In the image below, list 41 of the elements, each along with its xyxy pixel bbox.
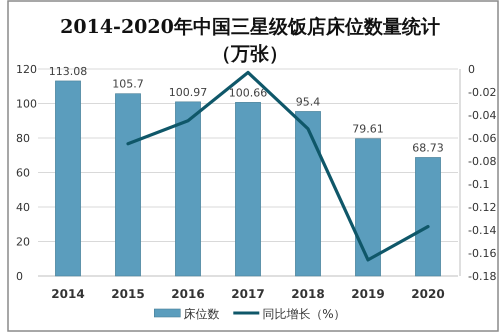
x-tick-label: 2014 [51, 287, 85, 301]
bar [115, 93, 141, 276]
x-tick-label: 2019 [351, 287, 385, 301]
x-tick-label: 2020 [411, 287, 445, 301]
x-tick-label: 2017 [231, 287, 265, 301]
y-tick-label: 40 [16, 201, 30, 214]
y-tick-label: 100 [16, 98, 37, 110]
y-tick-label: 120 [16, 63, 37, 76]
y2-tick-label: -0.16 [468, 247, 496, 260]
y2-tick-label: -0.14 [468, 224, 496, 237]
y2-tick-label: -0.18 [468, 270, 496, 283]
x-tick-label: 2015 [111, 287, 145, 301]
data-label: 113.08 [48, 64, 88, 78]
x-tick-label: 2016 [171, 287, 205, 301]
legend-label: 同比增长（%） [262, 307, 346, 321]
y2-tick-label: -0.04 [468, 109, 496, 122]
y2-tick-label: -0.08 [468, 155, 496, 168]
data-label: 79.61 [352, 122, 384, 136]
data-label: 100.97 [168, 86, 208, 99]
y2-tick-label: -0.06 [468, 132, 496, 145]
x-tick-label: 2018 [291, 287, 325, 301]
chart-title: 2014-2020年中国三星级饭店床位数量统计（万张） [60, 16, 440, 65]
bar [355, 138, 381, 276]
y2-tick-label: -0.12 [468, 201, 496, 214]
legend-label: 床位数 [183, 307, 220, 321]
y-tick-label: 20 [16, 236, 30, 248]
y-tick-label: 0 [16, 270, 23, 283]
y-tick-label: 60 [16, 166, 30, 180]
y2-tick-label: 0 [468, 63, 475, 76]
y-tick-label: 80 [16, 132, 30, 145]
bar [235, 102, 261, 276]
y2-tick-label: -0.1 [468, 178, 490, 191]
bar [415, 157, 441, 276]
bar [295, 111, 321, 276]
bar [175, 102, 201, 276]
data-label: 95.4 [296, 95, 320, 108]
bar [55, 80, 81, 276]
data-label: 105.7 [112, 78, 144, 91]
data-label: 100.66 [228, 86, 268, 100]
y2-tick-label: -0.02 [468, 86, 496, 99]
data-label: 68.73 [412, 141, 444, 154]
